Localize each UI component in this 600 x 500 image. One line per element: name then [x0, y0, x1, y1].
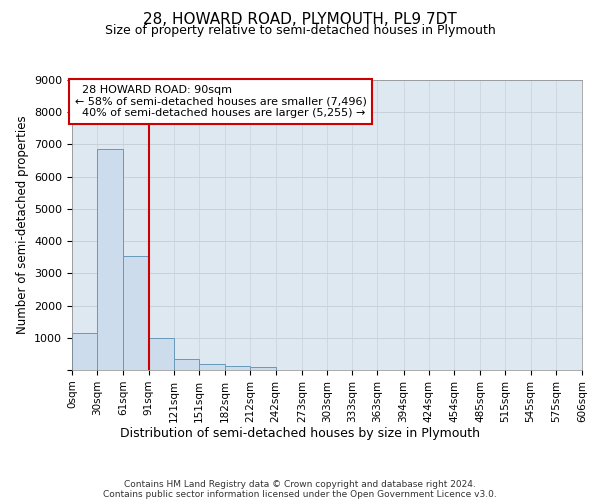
Text: Size of property relative to semi-detached houses in Plymouth: Size of property relative to semi-detach… [104, 24, 496, 37]
Text: 28 HOWARD ROAD: 90sqm
← 58% of semi-detached houses are smaller (7,496)
  40% of: 28 HOWARD ROAD: 90sqm ← 58% of semi-deta… [74, 85, 367, 118]
Bar [199, 364, 225, 370]
Bar [225, 366, 250, 370]
Text: Contains HM Land Registry data © Crown copyright and database right 2024.
Contai: Contains HM Land Registry data © Crown c… [103, 480, 497, 500]
Text: 28, HOWARD ROAD, PLYMOUTH, PL9 7DT: 28, HOWARD ROAD, PLYMOUTH, PL9 7DT [143, 12, 457, 28]
Bar [250, 367, 275, 370]
Y-axis label: Number of semi-detached properties: Number of semi-detached properties [16, 116, 29, 334]
Bar [124, 256, 149, 370]
Bar [97, 150, 124, 370]
Bar [72, 333, 97, 370]
Text: Distribution of semi-detached houses by size in Plymouth: Distribution of semi-detached houses by … [120, 428, 480, 440]
Bar [149, 338, 174, 370]
Bar [174, 358, 199, 370]
